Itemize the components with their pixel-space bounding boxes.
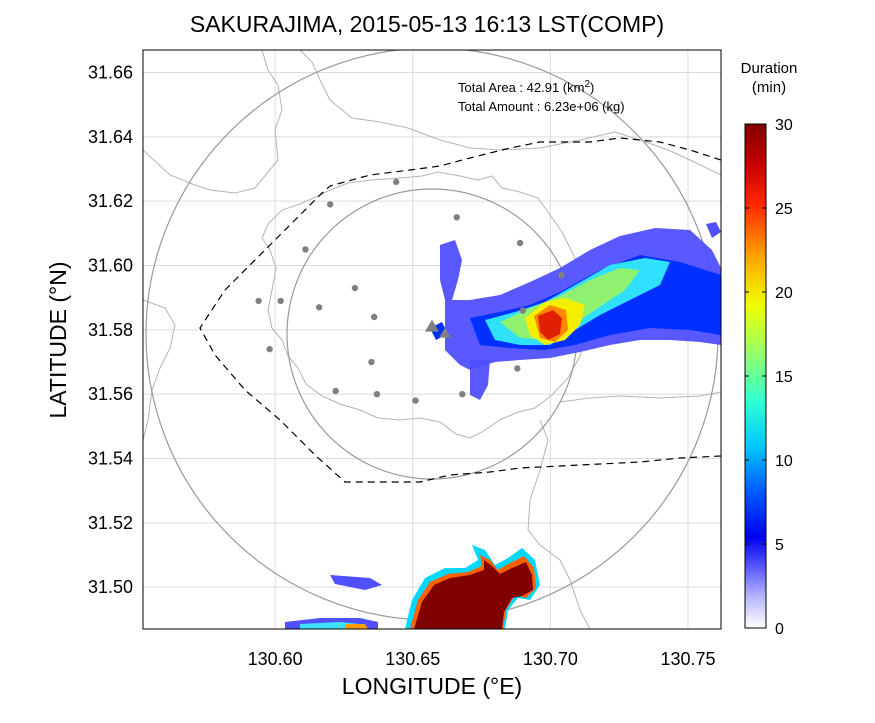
y-tick-label: 31.52 (88, 513, 133, 533)
vent-marker (425, 319, 439, 332)
x-tick-label: 130.65 (385, 649, 440, 669)
station-marker (558, 271, 565, 279)
plume-core-red (538, 310, 562, 340)
deposit-south (285, 545, 540, 629)
colorbar-tick-label: 10 (775, 453, 793, 470)
station-marker (315, 304, 323, 311)
station-marker (459, 390, 466, 398)
x-tick-labels: 130.60 130.65 130.70 130.75 (248, 649, 716, 669)
station-marker (393, 178, 400, 186)
boundary-dashed (199, 137, 721, 483)
total-amount-label: Total Amount : 6.23e+06 (kg) (458, 99, 625, 114)
plot-area (142, 49, 722, 630)
coastline-ne (299, 50, 721, 176)
coastline-west (143, 299, 176, 441)
station-marker (332, 387, 339, 395)
colorbar-tick-label: 5 (775, 537, 784, 554)
station-marker (302, 246, 309, 253)
station-marker (516, 239, 524, 247)
y-axis-label: LATITUDE (°N) (45, 262, 71, 419)
x-axis-label: LONGITUDE (°E) (342, 673, 522, 699)
colorbar-title: Duration (741, 60, 798, 77)
colorbar-tick-label: 0 (775, 621, 784, 638)
y-tick-label: 31.60 (88, 256, 133, 276)
x-tick-label: 130.60 (248, 649, 303, 669)
station-marker (326, 201, 334, 208)
y-tick-labels: 31.50 31.52 31.54 31.56 31.58 31.60 31.62 31.64… (88, 63, 133, 598)
colorbar-tick-label: 20 (775, 285, 793, 302)
y-tick-label: 31.62 (88, 191, 133, 211)
station-marker (371, 313, 378, 321)
vent-marker (439, 327, 451, 338)
station-marker (453, 214, 460, 221)
y-tick-label: 31.56 (88, 384, 133, 404)
coastline (261, 171, 591, 439)
station-marker (373, 390, 381, 398)
coastline-east (559, 391, 721, 403)
colorbar-unit: (min) (752, 79, 786, 96)
colorbar-tick-label: 30 (775, 117, 793, 134)
station-marker (277, 297, 284, 305)
station-marker (266, 345, 273, 353)
y-tick-label: 31.50 (88, 577, 133, 597)
y-tick-label: 31.64 (88, 127, 133, 147)
station-marker (351, 284, 359, 292)
colorbar-tick-label: 25 (775, 201, 793, 218)
colorbar: Duration (min) 0 5 10 15 20 25 30 (741, 60, 798, 638)
plume-stem-south (470, 360, 490, 400)
colorbar-ticks: 0 5 10 15 20 25 30 (745, 117, 793, 638)
y-tick-label: 31.66 (88, 63, 133, 83)
y-tick-label: 31.54 (88, 449, 133, 469)
station-marker (368, 358, 375, 366)
x-tick-label: 130.75 (660, 649, 715, 669)
station-marker (412, 397, 419, 404)
plume-stem (440, 240, 462, 300)
volcano-vent-icon (425, 319, 451, 338)
station-marker (519, 307, 527, 314)
station-marker (514, 365, 521, 372)
chart-title: SAKURAJIMA, 2015-05-13 16:13 LST(COMP) (190, 11, 664, 37)
coastline-north (143, 50, 283, 194)
x-tick-label: 130.70 (523, 649, 578, 669)
plume-east-patch (706, 222, 721, 238)
station-marker (255, 297, 262, 305)
total-area-label: Total Area : 42.91 (km2) (458, 79, 594, 95)
observation-stations (255, 178, 565, 404)
coastline-se (527, 419, 591, 629)
colorbar-tick-label: 15 (775, 369, 793, 386)
y-tick-label: 31.58 (88, 320, 133, 340)
ash-plume (430, 222, 721, 400)
